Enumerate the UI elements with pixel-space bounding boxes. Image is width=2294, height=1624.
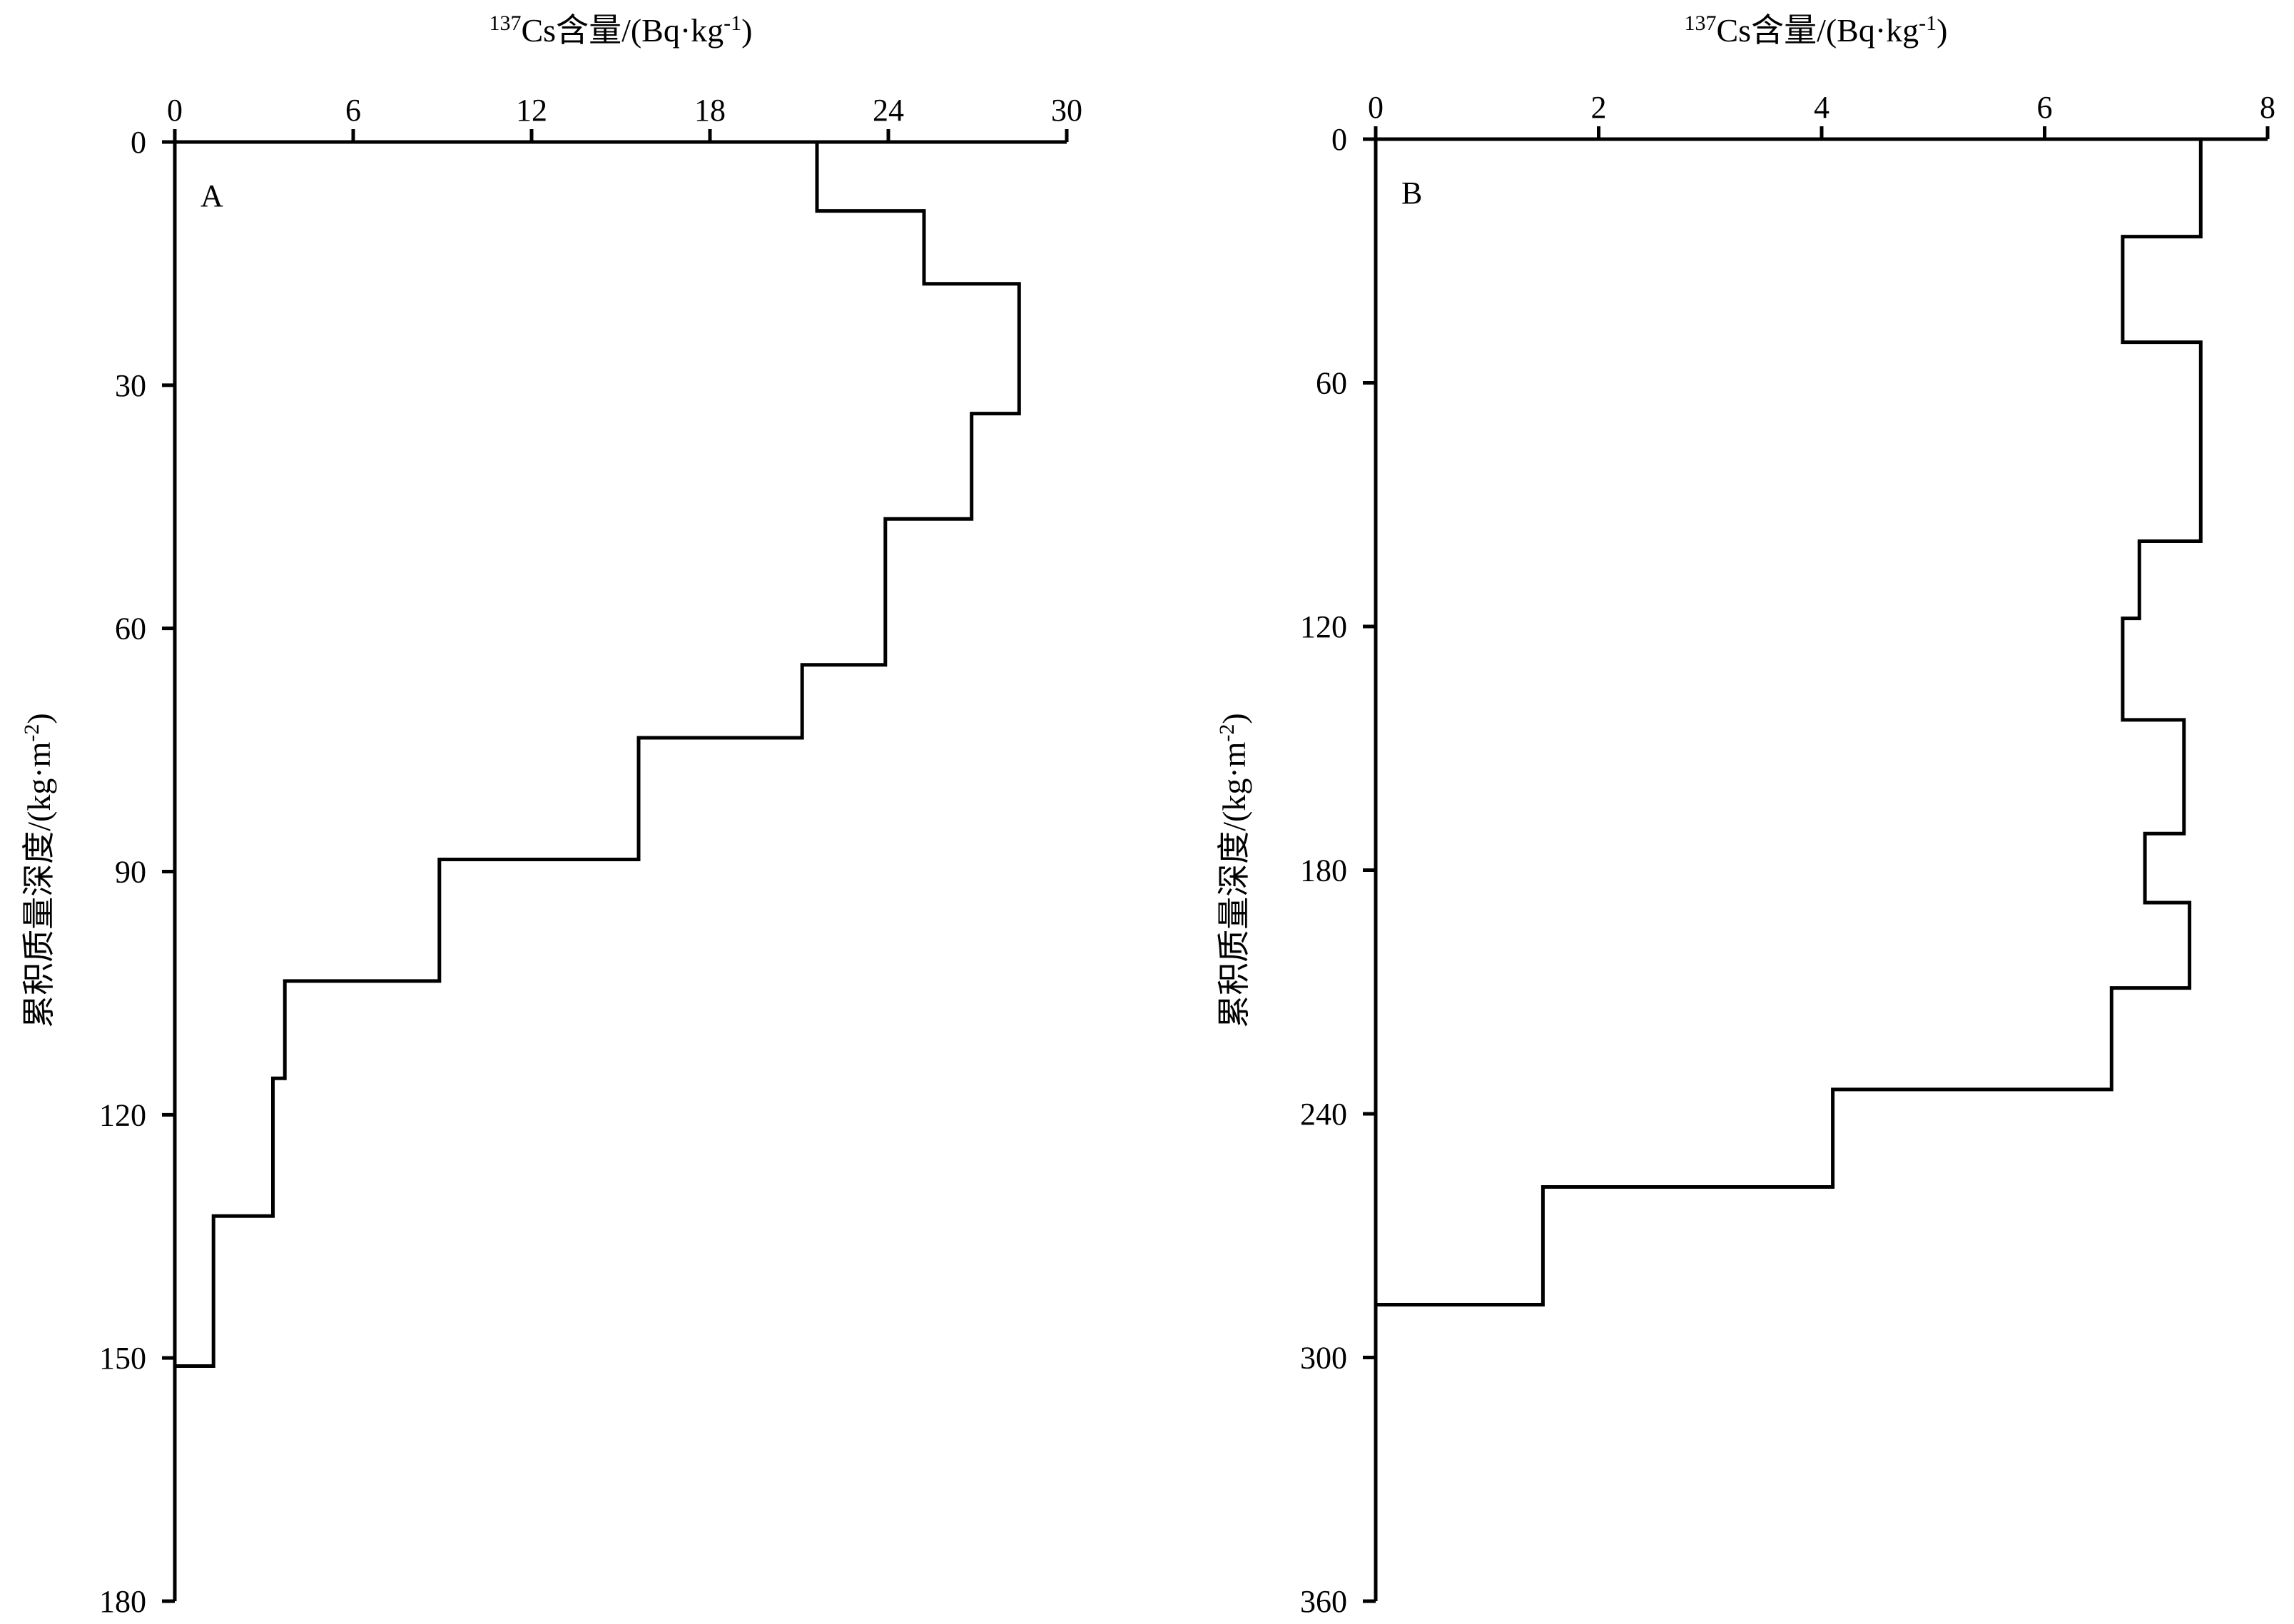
cs137-profile-line <box>1376 139 2203 1306</box>
y-tick-label: 90 <box>115 855 146 890</box>
x-tick-label: 8 <box>2260 90 2275 125</box>
y-tick-label: 0 <box>131 125 146 160</box>
x-tick-label: 2 <box>1591 90 1607 125</box>
panel-a: 0 6 12 18 24 30 0 30 60 90 120 150 180 A 137Cs含量/(Bq·k… <box>20 11 1082 1619</box>
x-tick-label: 30 <box>1051 93 1082 128</box>
y-tick-label: 150 <box>99 1341 146 1376</box>
x-tick-label: 18 <box>694 93 726 128</box>
y-tick-label: 0 <box>1331 122 1347 157</box>
y-tick-label: 30 <box>115 368 146 403</box>
x-axis-title: 137Cs含量/(Bq·kg-1) <box>1684 11 1947 49</box>
x-axis-title-isotope: 137 <box>489 11 521 35</box>
x-axis-title-exponent: -1 <box>1919 11 1937 35</box>
y-axis-title-exponent: -2 <box>1215 724 1239 742</box>
x-axis-title-close: ) <box>741 12 752 49</box>
y-axis-title-main: 累积质量深度/(kg·m <box>1216 741 1252 1027</box>
y-axis-title: 累积质量深度/(kg·m-2) <box>20 713 57 1028</box>
y-axis-title-close: ) <box>1216 713 1252 724</box>
x-axis-title-isotope: 137 <box>1684 11 1716 35</box>
x-axis-title-main: Cs含量/(Bq·kg <box>1716 12 1919 49</box>
y-tick-label: 360 <box>1300 1584 1347 1619</box>
y-axis-title-main: 累积质量深度/(kg·m <box>21 741 57 1027</box>
y-axis-title: 累积质量深度/(kg·m-2) <box>1215 713 1252 1028</box>
y-tick-label: 120 <box>1300 609 1347 644</box>
x-axis-title: 137Cs含量/(Bq·kg-1) <box>489 11 752 49</box>
x-axis-title-exponent: -1 <box>724 11 741 35</box>
y-tick-label: 180 <box>99 1584 146 1619</box>
y-tick-label: 180 <box>1300 853 1347 888</box>
y-tick-label: 120 <box>99 1097 146 1132</box>
panel-b: 0 2 4 6 8 0 60 120 180 240 300 360 B 137Cs含量/(Bq·kg-1… <box>1215 11 2275 1619</box>
x-tick-label: 0 <box>167 93 183 128</box>
x-tick-label: 24 <box>873 93 904 128</box>
x-tick-label: 6 <box>2037 90 2053 125</box>
y-tick-label: 240 <box>1300 1097 1347 1132</box>
y-axis-title-close: ) <box>21 713 57 724</box>
y-tick-label: 300 <box>1300 1341 1347 1376</box>
y-tick-label: 60 <box>1316 366 1347 401</box>
x-axis-title-main: Cs含量/(Bq·kg <box>521 12 724 49</box>
cs137-profile-line <box>175 142 1021 1368</box>
x-tick-label: 0 <box>1368 90 1384 125</box>
x-tick-label: 12 <box>516 93 547 128</box>
panel-label: B <box>1401 176 1422 210</box>
x-tick-label: 6 <box>345 93 361 128</box>
y-axis-title-exponent: -2 <box>20 724 44 742</box>
y-tick-label: 60 <box>115 611 146 646</box>
panel-label: A <box>201 178 223 213</box>
x-axis-title-close: ) <box>1937 12 1947 49</box>
x-tick-label: 4 <box>1814 90 1829 125</box>
